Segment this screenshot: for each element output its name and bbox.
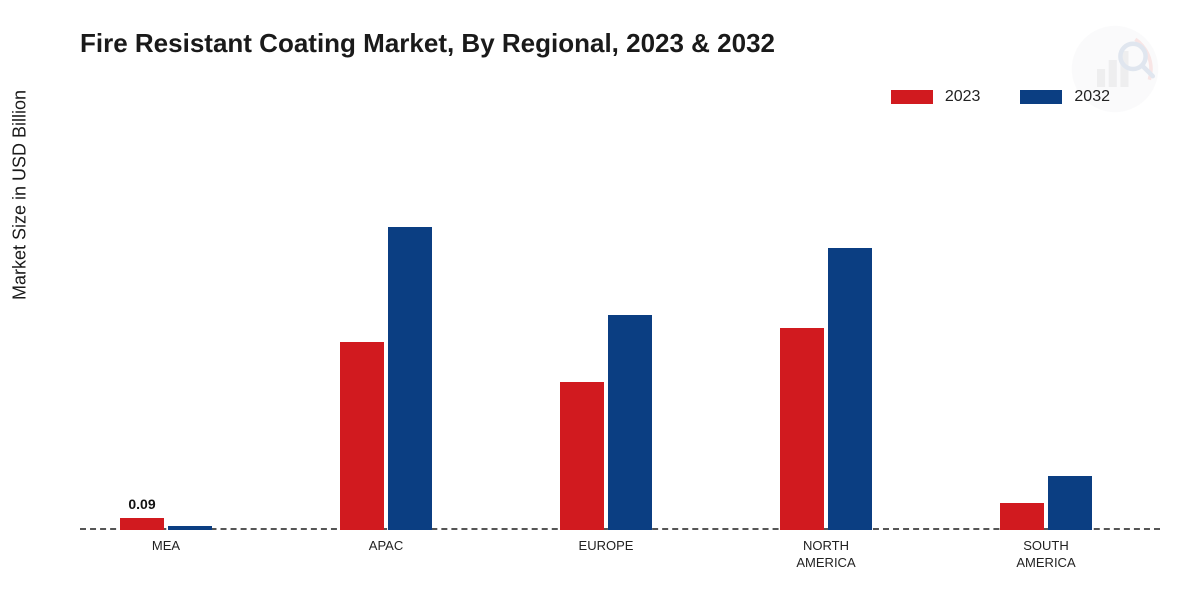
legend-swatch-2023	[891, 90, 933, 104]
bar-group: SOUTH AMERICA	[1000, 476, 1092, 530]
bar-2032	[1048, 476, 1092, 530]
bar-value-label: 0.09	[128, 496, 155, 512]
legend-label-2023: 2023	[945, 88, 981, 106]
bar-group: EUROPE	[560, 315, 652, 530]
bar-2023	[780, 328, 824, 530]
bar-group: NORTH AMERICA	[780, 248, 872, 530]
bar-2032	[388, 227, 432, 530]
x-axis-label: EUROPE	[579, 538, 634, 555]
bar-2023	[560, 382, 604, 530]
bar-2032	[608, 315, 652, 530]
x-axis-label: NORTH AMERICA	[796, 538, 855, 572]
bar-2032	[828, 248, 872, 530]
x-axis-label: APAC	[369, 538, 403, 555]
x-axis-label: MEA	[152, 538, 180, 555]
bar-2023	[340, 342, 384, 530]
x-axis-label: SOUTH AMERICA	[1016, 538, 1075, 572]
legend-item-2032: 2032	[1020, 88, 1110, 106]
chart-area: 0.09MEA APAC EUROPE NORTH AMERICA SOUTH AMER…	[80, 140, 1160, 530]
bar-group: APAC	[340, 227, 432, 530]
bar-2023: 0.09	[120, 518, 164, 530]
legend-swatch-2032	[1020, 90, 1062, 104]
chart-title: Fire Resistant Coating Market, By Region…	[80, 28, 775, 59]
bar-group: 0.09MEA	[120, 518, 212, 530]
y-axis-label: Market Size in USD Billion	[10, 90, 31, 300]
legend-item-2023: 2023	[891, 88, 981, 106]
legend: 2023 2032	[891, 88, 1110, 106]
bar-2023	[1000, 503, 1044, 530]
bar-2032	[168, 526, 212, 530]
legend-label-2032: 2032	[1074, 88, 1110, 106]
